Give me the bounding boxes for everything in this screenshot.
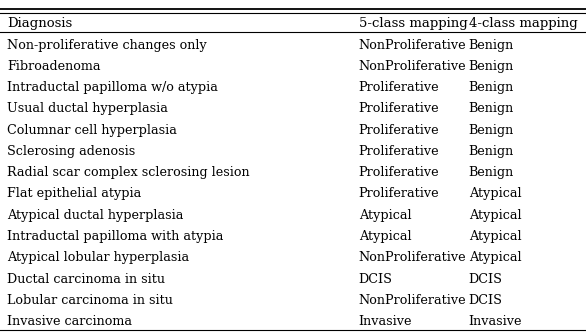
Text: DCIS: DCIS xyxy=(469,273,503,285)
Text: Flat epithelial atypia: Flat epithelial atypia xyxy=(7,188,141,200)
Text: Fibroadenoma: Fibroadenoma xyxy=(7,60,101,73)
Text: DCIS: DCIS xyxy=(359,273,393,285)
Text: Usual ductal hyperplasia: Usual ductal hyperplasia xyxy=(7,103,168,115)
Text: Lobular carcinoma in situ: Lobular carcinoma in situ xyxy=(7,294,173,307)
Text: Benign: Benign xyxy=(469,39,514,52)
Text: Benign: Benign xyxy=(469,103,514,115)
Text: Benign: Benign xyxy=(469,166,514,179)
Text: 5-class mapping: 5-class mapping xyxy=(359,17,468,30)
Text: NonProliferative: NonProliferative xyxy=(359,294,466,307)
Text: Proliferative: Proliferative xyxy=(359,166,440,179)
Text: Proliferative: Proliferative xyxy=(359,124,440,137)
Text: Atypical: Atypical xyxy=(469,230,522,243)
Text: Benign: Benign xyxy=(469,124,514,137)
Text: Atypical: Atypical xyxy=(469,209,522,222)
Text: Diagnosis: Diagnosis xyxy=(7,17,72,30)
Text: Atypical: Atypical xyxy=(469,251,522,264)
Text: Radial scar complex sclerosing lesion: Radial scar complex sclerosing lesion xyxy=(7,166,250,179)
Text: Benign: Benign xyxy=(469,60,514,73)
Text: Invasive carcinoma: Invasive carcinoma xyxy=(7,315,132,328)
Text: Atypical: Atypical xyxy=(469,188,522,200)
Text: Intraductal papilloma w/o atypia: Intraductal papilloma w/o atypia xyxy=(7,81,218,94)
Text: Atypical: Atypical xyxy=(359,230,411,243)
Text: Benign: Benign xyxy=(469,81,514,94)
Text: Invasive: Invasive xyxy=(469,315,522,328)
Text: 4-class mapping: 4-class mapping xyxy=(469,17,578,30)
Text: Sclerosing adenosis: Sclerosing adenosis xyxy=(7,145,135,158)
Text: Atypical: Atypical xyxy=(359,209,411,222)
Text: Proliferative: Proliferative xyxy=(359,81,440,94)
Text: Intraductal papilloma with atypia: Intraductal papilloma with atypia xyxy=(7,230,223,243)
Text: Benign: Benign xyxy=(469,145,514,158)
Text: NonProliferative: NonProliferative xyxy=(359,60,466,73)
Text: NonProliferative: NonProliferative xyxy=(359,251,466,264)
Text: Ductal carcinoma in situ: Ductal carcinoma in situ xyxy=(7,273,165,285)
Text: Proliferative: Proliferative xyxy=(359,145,440,158)
Text: Atypical ductal hyperplasia: Atypical ductal hyperplasia xyxy=(7,209,183,222)
Text: Proliferative: Proliferative xyxy=(359,188,440,200)
Text: Non-proliferative changes only: Non-proliferative changes only xyxy=(7,39,207,52)
Text: Invasive: Invasive xyxy=(359,315,412,328)
Text: DCIS: DCIS xyxy=(469,294,503,307)
Text: Proliferative: Proliferative xyxy=(359,103,440,115)
Text: NonProliferative: NonProliferative xyxy=(359,39,466,52)
Text: Columnar cell hyperplasia: Columnar cell hyperplasia xyxy=(7,124,177,137)
Text: Atypical lobular hyperplasia: Atypical lobular hyperplasia xyxy=(7,251,189,264)
